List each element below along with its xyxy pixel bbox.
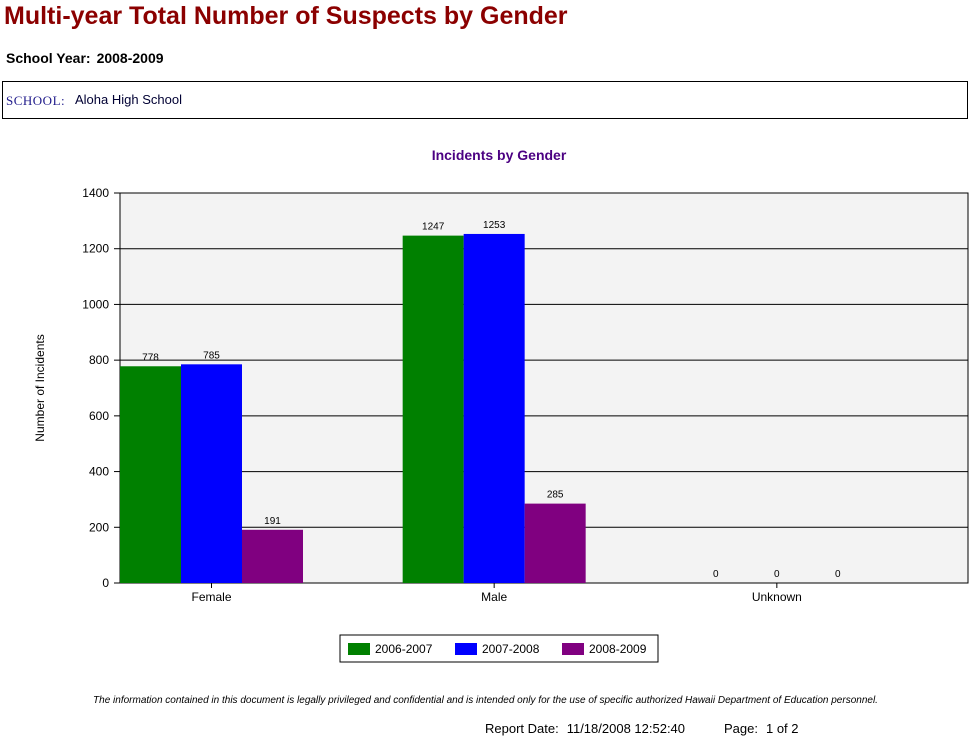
legend-swatch — [562, 643, 584, 655]
data-label: 285 — [547, 490, 564, 501]
school-filter-box: SCHOOL: Aloha High School — [2, 81, 968, 119]
data-label: 1247 — [422, 222, 445, 233]
y-tick-label: 0 — [102, 576, 109, 590]
school-year-label: School Year: — [6, 50, 91, 66]
report-date-value: 11/18/2008 12:52:40 — [566, 721, 686, 736]
bar-2006-2007 — [402, 235, 464, 583]
report-date-label: Report Date: — [485, 721, 559, 736]
bar-2007-2008 — [181, 364, 242, 583]
report-date: Report Date: 11/18/2008 12:52:40 — [485, 721, 685, 736]
y-tick-label: 400 — [89, 465, 109, 479]
page-label: Page: — [724, 721, 758, 736]
legend-box — [339, 634, 659, 663]
legend-label: 2008-2009 — [589, 642, 647, 656]
y-axis-label: Number of Incidents — [33, 334, 47, 441]
y-tick-label: 1200 — [82, 242, 109, 256]
bar-2006-2007 — [120, 366, 181, 583]
legend-label: 2007-2008 — [482, 642, 540, 656]
school-label: SCHOOL: — [6, 93, 66, 108]
bar-2008-2009 — [524, 503, 586, 583]
y-tick-label: 1000 — [82, 297, 109, 311]
x-tick-label: Male — [481, 590, 507, 604]
data-label: 778 — [142, 352, 159, 363]
chart-title: Incidents by Gender — [432, 147, 567, 163]
data-label: 0 — [713, 569, 719, 580]
data-label: 191 — [264, 516, 281, 527]
data-label: 0 — [835, 569, 841, 580]
y-tick-label: 600 — [89, 409, 109, 423]
data-label: 0 — [774, 569, 780, 580]
y-tick-label: 1400 — [82, 186, 109, 200]
x-tick-label: Unknown — [752, 590, 802, 604]
school-year: School Year: 2008-2009 — [6, 50, 164, 66]
incidents-by-gender-chart: Incidents by Gender 0 200 400 600 800 1000 1200… — [33, 147, 969, 663]
legend-swatch — [348, 643, 370, 655]
legend-swatch — [455, 643, 477, 655]
confidentiality-disclaimer: The information contained in this docume… — [93, 695, 878, 706]
page-info: Page: 1 of 2 — [724, 721, 799, 736]
y-tick-label: 800 — [89, 353, 109, 367]
y-tick-label: 200 — [89, 520, 109, 534]
legend-label: 2006-2007 — [375, 642, 433, 656]
data-label: 1253 — [483, 220, 506, 231]
page-value: 1 of 2 — [765, 721, 799, 736]
data-label: 785 — [203, 350, 220, 361]
bar-2008-2009 — [242, 529, 303, 583]
report-title: Multi-year Total Number of Suspects by G… — [4, 2, 568, 30]
x-tick-label: Female — [191, 590, 231, 604]
school-name: Aloha High School — [75, 92, 182, 107]
bar-2007-2008 — [463, 233, 525, 583]
school-year-value: 2008-2009 — [96, 50, 164, 66]
